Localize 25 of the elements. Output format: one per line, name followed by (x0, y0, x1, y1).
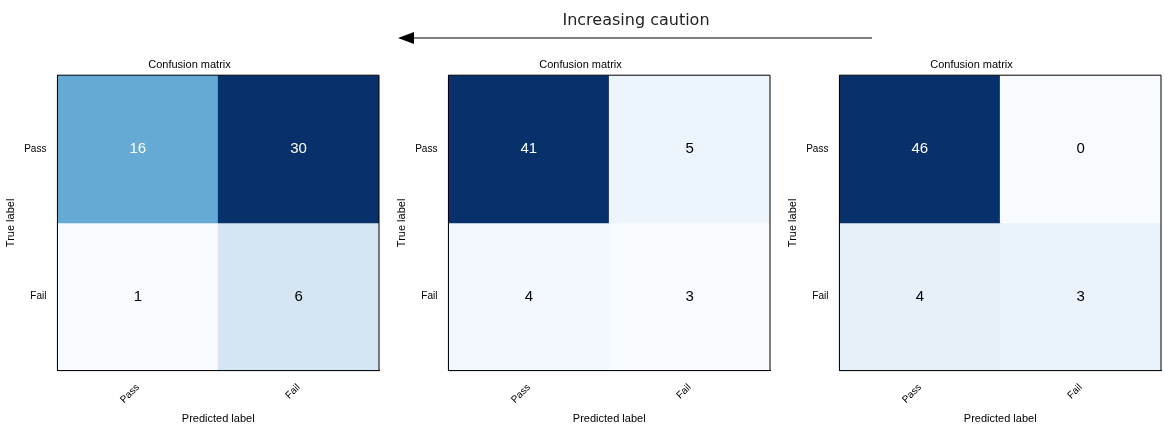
data-label: 46 (911, 139, 929, 157)
x-axis-title: Predicted label (963, 412, 1037, 425)
data-label: 4 (524, 286, 533, 304)
data-label: 41 (520, 139, 538, 157)
data-label: 30 (290, 139, 307, 157)
chart-title: Confusion matrix (148, 57, 232, 70)
data-label: 5 (685, 139, 694, 157)
data-label: 6 (294, 286, 303, 304)
data-label: 4 (915, 286, 924, 304)
data-label: 16 (129, 139, 147, 157)
y-axis-title: True label (394, 198, 407, 248)
x-tick-label: Fail (673, 381, 693, 401)
x-axis-title: Predicted label (572, 412, 646, 425)
x-axis-title: Predicted label (181, 412, 255, 425)
y-axis-title: True label (785, 198, 798, 248)
x-tick-label: Fail (282, 381, 302, 401)
y-axis-title: True label (3, 198, 16, 248)
chart-title: Confusion matrix (930, 57, 1014, 70)
chart-title: Confusion matrix (539, 57, 623, 70)
data-label: 1 (133, 286, 142, 304)
data-label: 3 (1076, 286, 1085, 304)
text: Increasing caution (561, 10, 711, 29)
data-label: 3 (685, 286, 694, 304)
data-label: 0 (1076, 139, 1085, 157)
x-tick-label: Fail (1064, 381, 1084, 401)
